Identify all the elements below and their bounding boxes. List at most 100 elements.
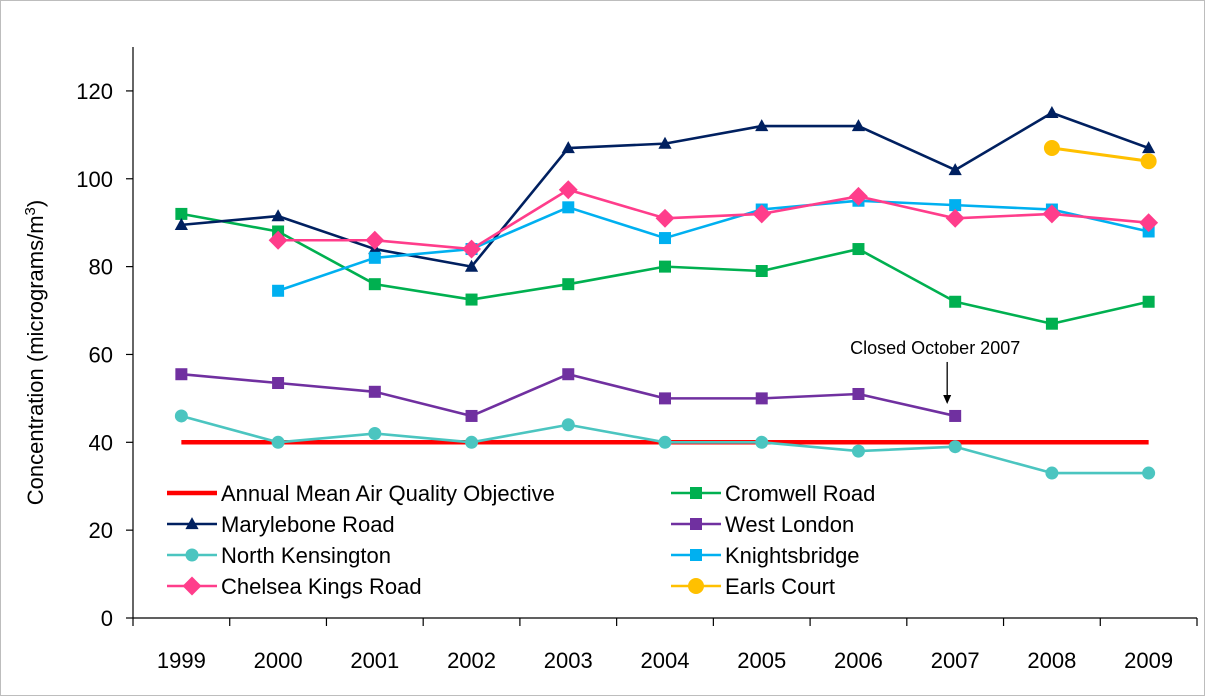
data-point — [948, 163, 962, 176]
y-tick-label: 120 — [76, 79, 113, 104]
data-point — [851, 444, 865, 458]
data-point — [1140, 153, 1157, 170]
data-point — [465, 409, 478, 422]
data-point — [659, 232, 671, 245]
x-tick-label: 2005 — [737, 648, 786, 673]
series-earls-court — [1043, 140, 1157, 170]
data-point — [852, 387, 865, 400]
legend-swatch-marker — [182, 576, 202, 596]
data-point — [464, 259, 479, 272]
data-point — [659, 260, 671, 273]
series-chelsea-kings-road — [268, 180, 1159, 259]
legend-label: North Kensington — [221, 543, 391, 568]
legend-item-annual-mean-air-quality-objective: Annual Mean Air Quality Objective — [167, 481, 555, 506]
data-point — [948, 440, 962, 454]
legend-label: Earls Court — [725, 574, 835, 599]
legend-item-marylebone-road: Marylebone Road — [167, 512, 395, 537]
annotation-arrow-head — [943, 394, 952, 404]
legend-item-chelsea-kings-road: Chelsea Kings Road — [167, 574, 422, 599]
data-point — [368, 251, 381, 264]
x-tick-label: 2000 — [254, 648, 303, 673]
data-point — [658, 136, 672, 149]
data-point — [1142, 295, 1155, 308]
data-point — [1045, 317, 1058, 330]
data-point — [558, 180, 578, 200]
data-point — [755, 392, 768, 405]
data-point — [949, 409, 962, 422]
data-point — [365, 230, 385, 250]
y-tick-label: 20 — [89, 518, 113, 543]
data-point — [368, 427, 382, 441]
legend-label: Annual Mean Air Quality Objective — [221, 481, 555, 506]
series-knightsbridge — [272, 194, 1155, 297]
legend-swatch-marker — [185, 548, 199, 562]
series-west-london — [175, 368, 962, 422]
data-point — [945, 208, 965, 228]
data-point — [174, 217, 188, 230]
data-point — [755, 435, 769, 449]
x-tick-label: 2002 — [447, 648, 496, 673]
data-point — [852, 243, 865, 256]
data-point — [655, 208, 675, 228]
y-tick-label: 0 — [101, 606, 113, 631]
legend-label: Cromwell Road — [725, 481, 875, 506]
legend-item-west-london: West London — [671, 512, 854, 537]
legend-swatch-marker — [688, 578, 704, 594]
series-line — [277, 199, 1149, 293]
data-point — [465, 435, 479, 449]
data-point — [851, 119, 866, 132]
data-point — [561, 418, 575, 432]
data-point — [1142, 466, 1156, 480]
data-point — [271, 209, 285, 222]
data-point — [755, 265, 768, 278]
data-point — [1043, 140, 1060, 157]
data-point — [949, 295, 962, 308]
series-cromwell-road — [175, 207, 1155, 330]
series-line — [1051, 146, 1149, 163]
y-tick-label: 60 — [89, 342, 113, 367]
series-marylebone-road — [174, 105, 1156, 272]
x-tick-label: 2004 — [641, 648, 690, 673]
legend-item-cromwell-road: Cromwell Road — [671, 481, 875, 506]
data-point — [561, 141, 575, 154]
data-point — [659, 392, 671, 405]
legend-item-knightsbridge: Knightsbridge — [671, 543, 860, 568]
x-tick-label: 2008 — [1027, 648, 1076, 673]
legend: Annual Mean Air Quality Objective Cromwel… — [167, 481, 875, 599]
data-point — [562, 368, 575, 381]
series-line — [181, 372, 956, 418]
data-point — [562, 201, 575, 214]
data-point — [752, 204, 772, 224]
y-axis-label: Concentration (micrograms/m3) — [22, 200, 48, 505]
data-point — [755, 119, 769, 132]
legend-label: Marylebone Road — [221, 512, 395, 537]
legend-swatch-marker — [690, 549, 702, 561]
data-point — [272, 377, 285, 390]
x-tick-label: 2001 — [350, 648, 399, 673]
y-tick-label: 40 — [89, 430, 113, 455]
legend-swatch-marker — [185, 517, 199, 530]
data-point — [272, 284, 285, 297]
data-point — [1042, 204, 1062, 224]
data-point — [268, 230, 288, 250]
data-point — [658, 435, 672, 449]
data-point — [1045, 105, 1059, 118]
data-point — [1142, 141, 1156, 154]
x-tick-label: 2007 — [931, 648, 980, 673]
legend-swatch-marker — [690, 518, 702, 530]
series-north-kensington — [174, 409, 1156, 480]
x-tick-label: 2009 — [1124, 648, 1173, 673]
legend-swatch-marker — [690, 487, 702, 499]
y-tick-label: 100 — [76, 167, 113, 192]
data-point — [465, 293, 478, 306]
data-point — [174, 409, 188, 423]
data-point — [849, 186, 868, 206]
legend-label: West London — [725, 512, 854, 537]
data-point — [368, 278, 381, 291]
legend-item-north-kensington: North Kensington — [167, 543, 391, 568]
x-tick-label: 2003 — [544, 648, 593, 673]
x-tick-label: 1999 — [157, 648, 206, 673]
data-point — [368, 385, 381, 398]
